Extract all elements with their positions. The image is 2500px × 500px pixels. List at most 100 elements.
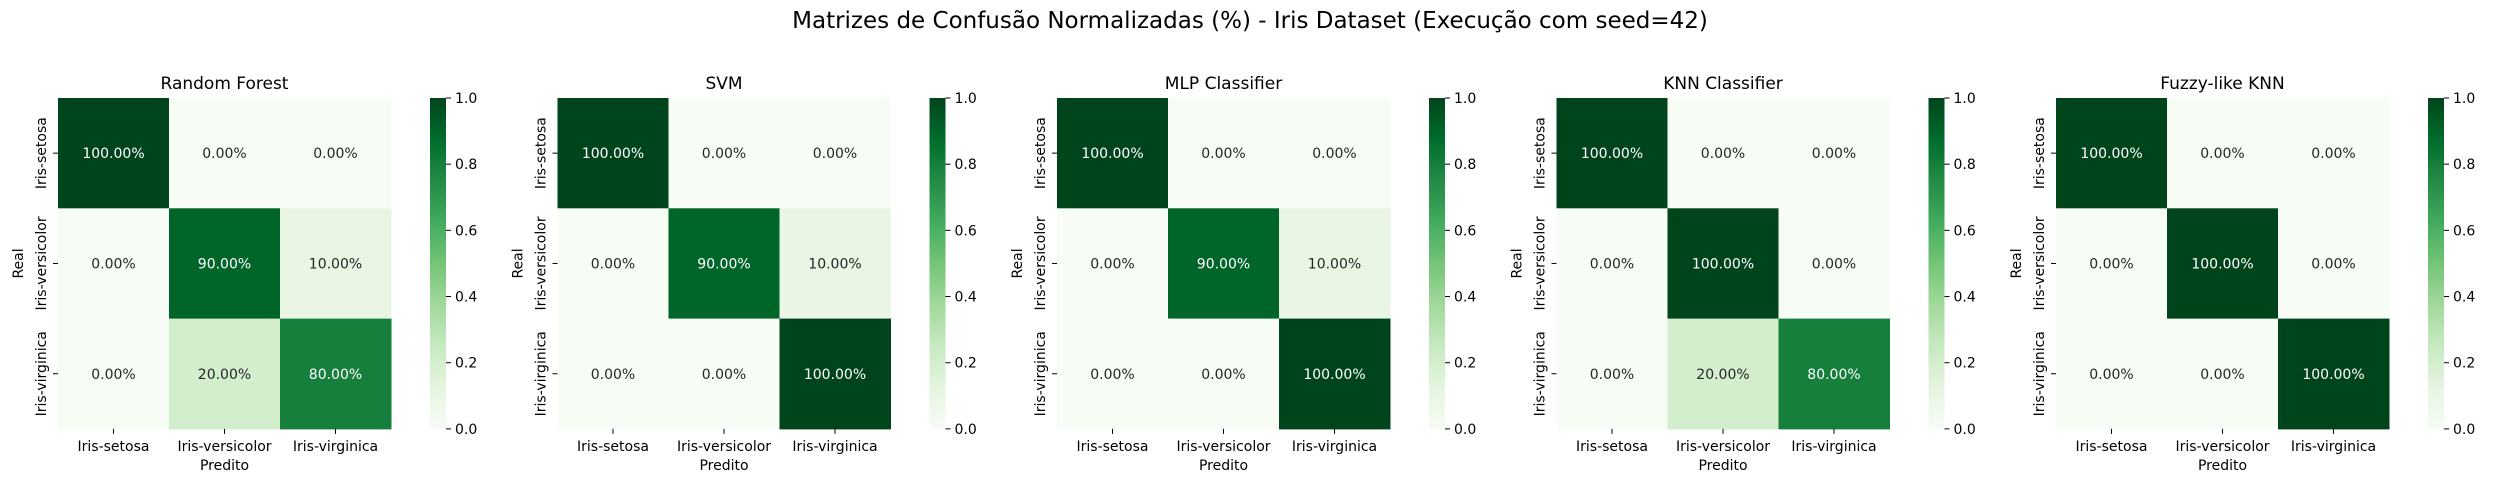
heatmap-cell <box>58 208 170 320</box>
heatmap-cell <box>1667 208 1779 320</box>
x-tick-label: Iris-virginica <box>293 439 378 455</box>
x-tick-label: Iris-setosa <box>78 439 150 455</box>
x-tick-label: Iris-virginica <box>1292 439 1377 455</box>
cell-annotation: 0.00% <box>591 256 635 272</box>
cell-annotation: 0.00% <box>2089 367 2133 383</box>
panel-title: MLP Classifier <box>1165 74 1282 94</box>
heatmap-cell <box>1667 98 1779 209</box>
colorbar-tick-label: 0.4 <box>2453 290 2475 306</box>
heatmap-cell <box>2056 98 2168 209</box>
heatmap-cell <box>668 208 780 320</box>
cell-annotation: 10.00% <box>1308 256 1361 272</box>
cell-annotation: 0.00% <box>91 367 135 383</box>
colorbar-tick-label: 0.2 <box>955 356 977 372</box>
panel-title: Random Forest <box>161 74 289 94</box>
heatmap-cell <box>280 98 392 209</box>
colorbar-tick-label: 0.6 <box>1954 223 1976 239</box>
figure-suptitle: Matrizes de Confusão Normalizadas (%) - … <box>792 8 1708 34</box>
y-axis-label: Real <box>1010 248 1026 278</box>
heatmap-cell <box>779 318 891 430</box>
y-tick-label: Iris-setosa <box>534 117 550 189</box>
heatmap-cell <box>2167 318 2279 430</box>
heatmap-cell <box>1556 98 1668 209</box>
colorbar-tick-label: 0.0 <box>455 422 477 438</box>
x-tick-label: Iris-setosa <box>1576 439 1648 455</box>
colorbar-tick-label: 0.6 <box>955 223 977 239</box>
cell-annotation: 0.00% <box>1312 146 1356 162</box>
heatmap-cell <box>1667 318 1779 430</box>
y-tick-label: Iris-virginica <box>1033 331 1049 416</box>
y-tick-label: Iris-versicolor <box>2032 216 2048 310</box>
y-tick-label: Iris-setosa <box>34 117 50 189</box>
colorbar-tick-label: 0.0 <box>1954 422 1976 438</box>
y-tick-label: Iris-virginica <box>34 331 50 416</box>
cell-annotation: 0.00% <box>202 146 246 162</box>
x-tick-label: Iris-versicolor <box>677 439 771 455</box>
heatmap-cell <box>1057 318 1169 430</box>
cell-annotation: 0.00% <box>2089 256 2133 272</box>
x-axis-label: Predito <box>699 458 748 474</box>
heatmap-cell <box>1057 98 1169 209</box>
y-tick-label: Iris-virginica <box>534 331 550 416</box>
heatmap-cell <box>779 98 891 209</box>
heatmap-cell <box>280 318 392 430</box>
colorbar-tick-label: 1.0 <box>955 91 977 107</box>
heatmap-cell <box>1556 208 1668 320</box>
colorbar <box>929 98 946 429</box>
y-tick-label: Iris-setosa <box>1533 117 1549 189</box>
cell-annotation: 90.00% <box>697 256 750 272</box>
heatmap-cell <box>1168 318 1280 430</box>
heatmap-cell <box>668 98 780 209</box>
x-tick-label: Iris-versicolor <box>1176 439 1270 455</box>
cell-annotation: 0.00% <box>2200 367 2244 383</box>
y-tick-label: Iris-setosa <box>2032 117 2048 189</box>
colorbar-tick-label: 1.0 <box>1454 91 1476 107</box>
y-tick-label: Iris-versicolor <box>1533 216 1549 310</box>
heatmap-cell <box>169 98 281 209</box>
colorbar-tick-label: 1.0 <box>455 91 477 107</box>
heatmap-cell <box>668 318 780 430</box>
heatmap-cell <box>2056 318 2168 430</box>
x-tick-label: Iris-virginica <box>2291 439 2376 455</box>
colorbar-tick-label: 1.0 <box>2453 91 2475 107</box>
heatmap-cell <box>2278 208 2390 320</box>
cell-annotation: 20.00% <box>1696 367 1749 383</box>
x-tick-label: Iris-versicolor <box>177 439 271 455</box>
heatmap-cell <box>1778 98 1890 209</box>
cell-annotation: 0.00% <box>1090 367 1134 383</box>
y-tick-label: Iris-versicolor <box>1033 216 1049 310</box>
heatmap-cell <box>557 318 669 430</box>
cell-annotation: 100.00% <box>1081 146 1143 162</box>
heatmap-cell <box>1556 318 1668 430</box>
y-tick-label: Iris-versicolor <box>34 216 50 310</box>
cell-annotation: 0.00% <box>1590 256 1634 272</box>
colorbar-tick-label: 0.2 <box>1454 356 1476 372</box>
x-tick-label: Iris-setosa <box>1077 439 1149 455</box>
colorbar-tick-label: 0.0 <box>955 422 977 438</box>
colorbar-tick-label: 0.4 <box>1954 290 1976 306</box>
heatmap-cell <box>2278 318 2390 430</box>
colorbar-tick-label: 0.6 <box>455 223 477 239</box>
colorbar-tick-label: 0.2 <box>1954 356 1976 372</box>
heatmap-panel-4: KNN Classifier 100.00% 0.00% 0.00% 0.00% 100.… <box>1510 74 1976 474</box>
heatmap-cell <box>557 98 669 209</box>
x-axis-label: Predito <box>1199 458 1248 474</box>
colorbar-tick-label: 0.6 <box>2453 223 2475 239</box>
y-axis-label: Real <box>11 248 27 278</box>
heatmap-cell <box>58 318 170 430</box>
cell-annotation: 0.00% <box>2311 256 2355 272</box>
colorbar <box>1429 98 1445 429</box>
cell-annotation: 10.00% <box>309 256 362 272</box>
heatmap-cell <box>2167 208 2279 320</box>
colorbar <box>1928 98 1945 429</box>
cell-annotation: 100.00% <box>1303 367 1365 383</box>
heatmap-cell <box>169 318 281 430</box>
cell-annotation: 20.00% <box>198 367 251 383</box>
cell-annotation: 0.00% <box>1812 256 1856 272</box>
cell-annotation: 90.00% <box>198 256 251 272</box>
heatmap-panel-3: MLP Classifier 100.00% 0.00% 0.00% 0.00% 90.0… <box>1010 74 1476 474</box>
cell-annotation: 0.00% <box>1090 256 1134 272</box>
heatmap-cell <box>1168 208 1280 320</box>
cell-annotation: 0.00% <box>2311 146 2355 162</box>
x-tick-label: Iris-versicolor <box>1676 439 1770 455</box>
